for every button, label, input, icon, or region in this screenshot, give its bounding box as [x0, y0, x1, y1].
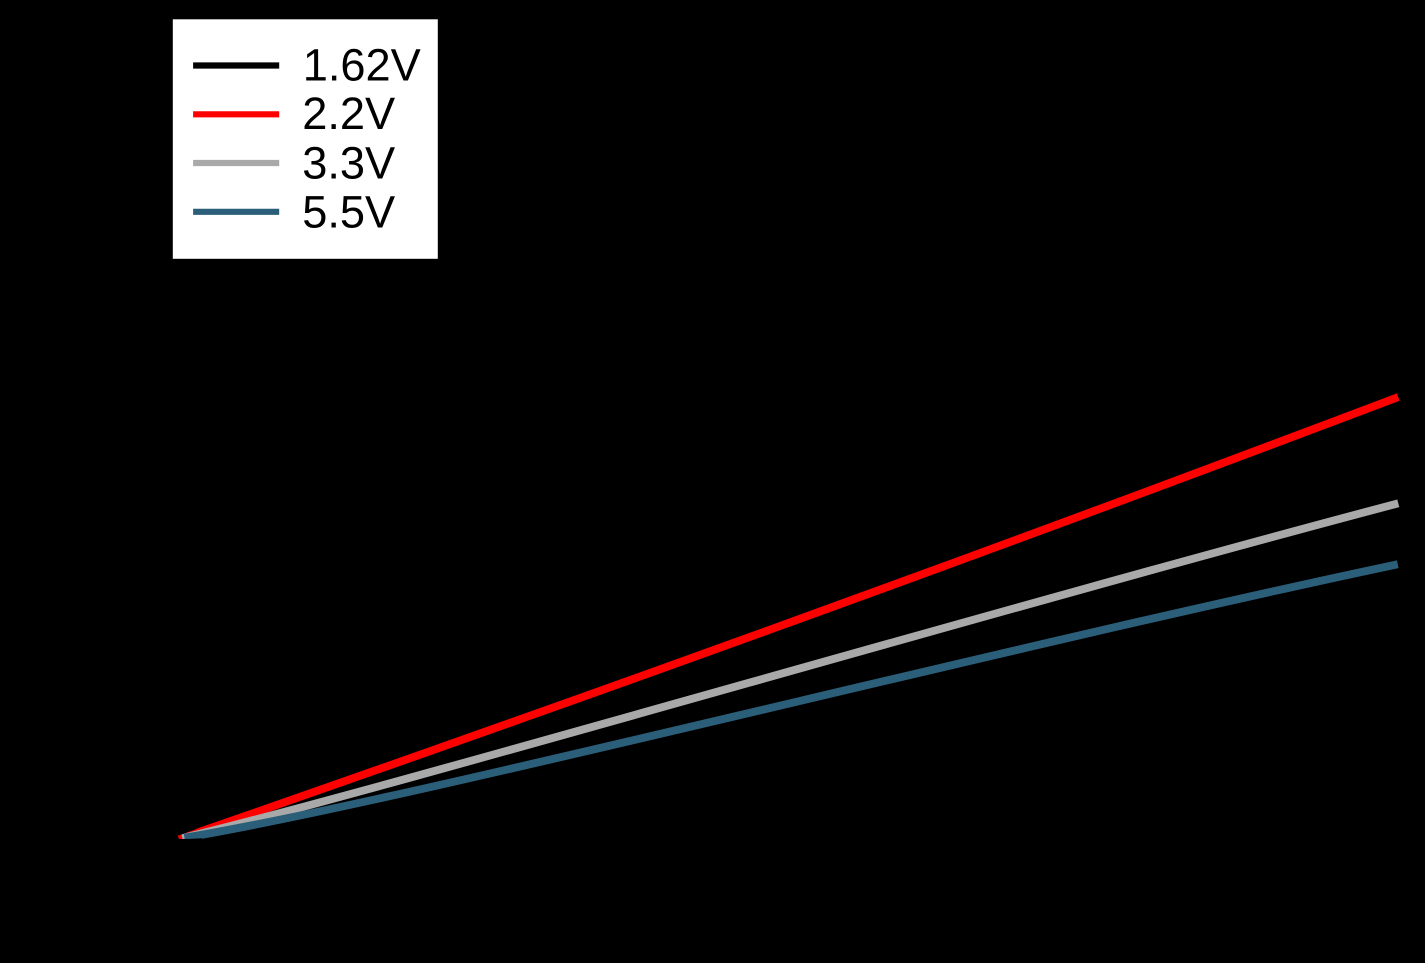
svg-text:3.3V: 3.3V — [302, 137, 395, 188]
svg-text:2.2V: 2.2V — [302, 88, 395, 139]
svg-text:5.5V: 5.5V — [302, 187, 395, 238]
svg-text:1.62V: 1.62V — [303, 40, 421, 91]
